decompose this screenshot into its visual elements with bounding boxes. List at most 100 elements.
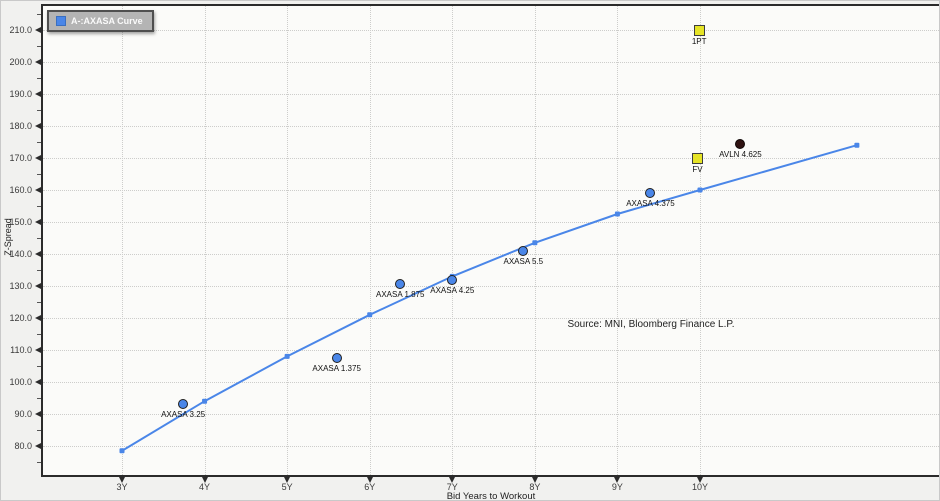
gridline-horizontal: [43, 286, 939, 287]
series-marker[interactable]: [614, 211, 620, 217]
y-minor-tick: [37, 366, 41, 367]
gridline-vertical: [699, 6, 701, 475]
gridline-horizontal: [43, 190, 939, 191]
y-tick-label: 130.0: [9, 281, 32, 291]
x-axis-title: Bid Years to Workout: [446, 491, 536, 501]
data-point-label-axasa-5-5: AXASA 5.5: [503, 256, 544, 266]
data-point-label-fv: FV: [692, 164, 703, 174]
y-minor-tick: [37, 206, 41, 207]
x-tick-label: 7Y: [446, 482, 458, 492]
data-point-label-1pt: 1PT: [691, 36, 707, 46]
y-minor-tick: [37, 430, 41, 431]
data-point-label-axasa-4-375: AXASA 4.375: [626, 199, 675, 209]
y-tick-arrow-icon: [35, 219, 41, 225]
y-axis: 210.0 200.0 190.0 180.0 170.0 160.0 150.0 140.0…: [1, 4, 41, 477]
data-point-fv[interactable]: [692, 152, 703, 164]
y-tick-label: 190.0: [9, 89, 32, 99]
y-minor-tick: [37, 78, 41, 79]
gridline-vertical: [287, 6, 289, 475]
x-tick-arrow-icon: [614, 477, 621, 483]
series-marker[interactable]: [202, 398, 208, 404]
y-tick-arrow-icon: [35, 347, 41, 353]
plot-area: AXASA 3.25 AXASA 1.375 AXASA 1.875 AXASA 4.…: [41, 4, 939, 477]
x-tick-arrow-icon: [284, 477, 291, 483]
y-minor-tick: [37, 238, 41, 239]
data-point-label-axasa-1-875: AXASA 1.875: [376, 290, 425, 300]
x-tick-arrow-icon: [366, 477, 373, 483]
y-minor-tick: [37, 334, 41, 335]
gridline-horizontal: [43, 382, 939, 383]
y-minor-tick: [37, 46, 41, 47]
y-tick-label: 150.0: [9, 217, 32, 227]
data-point-axasa-3-25[interactable]: [178, 399, 189, 410]
source-note: Source: MNI, Bloomberg Finance L.P.: [567, 319, 735, 330]
y-tick-arrow-icon: [35, 155, 41, 161]
y-tick-arrow-icon: [35, 379, 41, 385]
data-point-1pt[interactable]: [693, 24, 705, 36]
x-tick-arrow-icon: [449, 477, 456, 483]
series-marker[interactable]: [119, 448, 125, 454]
legend[interactable]: A-:AXASA Curve: [47, 10, 154, 32]
y-tick-label: 210.0: [9, 25, 32, 35]
x-tick-label: 8Y: [529, 482, 541, 492]
x-tick-label: 9Y: [611, 482, 623, 492]
gridline-horizontal: [43, 30, 939, 31]
data-point-axasa-5-5[interactable]: [518, 245, 529, 256]
y-tick-arrow-icon: [35, 315, 41, 321]
gridline-vertical: [204, 6, 206, 475]
y-tick-arrow-icon: [35, 187, 41, 193]
y-tick-arrow-icon: [35, 443, 41, 449]
gridline-horizontal: [43, 350, 939, 351]
y-tick-label: 100.0: [9, 377, 32, 387]
series-marker[interactable]: [697, 187, 703, 193]
series-marker[interactable]: [854, 142, 860, 148]
data-point-label-axasa-3-25: AXASA 3.25: [161, 410, 206, 420]
legend-series-label: A-:AXASA Curve: [71, 16, 143, 26]
series-line-a-axasa-curve[interactable]: [121, 144, 858, 452]
x-tick-label: 5Y: [281, 482, 293, 492]
gridline-horizontal: [43, 94, 939, 95]
series-marker[interactable]: [284, 353, 290, 359]
data-point-avln-4-625[interactable]: [735, 138, 746, 149]
data-point-axasa-4-375[interactable]: [645, 188, 656, 199]
legend-series-swatch-icon: [56, 16, 66, 26]
gridline-horizontal: [43, 254, 939, 255]
y-tick-arrow-icon: [35, 251, 41, 257]
y-tick-arrow-icon: [35, 27, 41, 33]
gridline-vertical: [617, 6, 619, 475]
y-minor-tick: [37, 462, 41, 463]
series-marker[interactable]: [367, 312, 373, 318]
y-tick-arrow-icon: [35, 283, 41, 289]
gridline-horizontal: [43, 414, 939, 415]
y-axis-title: Z-Spread: [3, 218, 13, 256]
y-tick-label: 140.0: [9, 249, 32, 259]
gridline-vertical: [122, 6, 123, 475]
curve-svg: [119, 142, 860, 454]
gridline-vertical: [452, 6, 454, 475]
data-point-label-axasa-4-25: AXASA 4.25: [430, 285, 475, 295]
y-tick-arrow-icon: [35, 59, 41, 65]
x-axis: 3Y 4Y 5Y 6Y 7Y 8Y 9Y 10Y Bid Years to Workout: [41, 477, 939, 501]
data-point-axasa-1-875[interactable]: [395, 279, 406, 290]
y-minor-tick: [37, 142, 41, 143]
data-point-label-avln-4-625: AVLN 4.625: [719, 149, 762, 159]
x-tick-arrow-icon: [201, 477, 208, 483]
x-tick-arrow-icon: [696, 477, 703, 483]
data-point-axasa-4-25[interactable]: [447, 274, 458, 285]
data-point-label-axasa-1-375: AXASA 1.375: [312, 364, 361, 373]
y-tick-label: 110.0: [10, 345, 32, 355]
x-tick-label: 3Y: [116, 482, 128, 492]
y-tick-label: 170.0: [9, 153, 32, 163]
y-tick-arrow-icon: [35, 411, 41, 417]
x-tick-arrow-icon: [531, 477, 538, 483]
y-minor-tick: [37, 270, 41, 271]
data-point-axasa-1-375[interactable]: [331, 353, 342, 363]
y-tick-label: 160.0: [9, 185, 32, 195]
y-tick-label: 90.0: [14, 409, 32, 419]
gridline-horizontal: [43, 222, 939, 223]
y-minor-tick: [37, 174, 41, 175]
y-tick-label: 180.0: [9, 121, 32, 131]
y-tick-label: 80.0: [14, 441, 32, 451]
series-marker[interactable]: [532, 240, 538, 246]
